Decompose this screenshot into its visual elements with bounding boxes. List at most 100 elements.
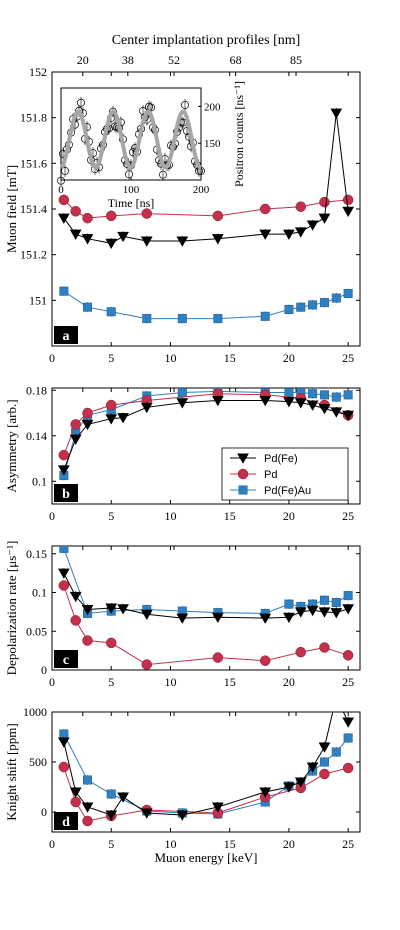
x-tick-label: 20 [283,351,295,365]
x-tick-label: 5 [108,675,114,689]
panel-letter: b [62,487,70,502]
x-tick-label: 15 [224,837,236,851]
data-point [211,396,224,407]
panel-letter: d [62,815,70,830]
data-point [140,402,153,414]
inset-plot: 0 100 200 150 200 Time [ns] Positron counts [n… [57,81,246,210]
x-tick-label: 0 [49,837,55,851]
inset-point [147,103,155,112]
x-tick-label: 10 [164,837,176,851]
data-point [295,201,307,212]
data-point [69,787,82,798]
panel-a-muon-field: 0 5 10 15 20 25 151 151.2 151.4 151.6 151.8 152 Muon… [4,65,361,365]
data-point [343,390,353,400]
data-point [342,650,354,661]
data-point [69,229,82,240]
y-tick-label: 0.05 [26,624,47,638]
x-tick-label: 5 [108,837,114,851]
y-axis-label: Knight shift [ppm] [4,723,19,821]
panel-badge [54,326,78,344]
data-point [117,231,129,243]
data-point [318,607,331,618]
y-tick-label: 0.1 [32,474,47,488]
data-point [283,612,295,624]
data-point [331,693,341,702]
y-axis-label: Asymmetry [arb.] [4,399,19,492]
data-point [69,434,82,445]
inset-y-label: Positron counts [ns⁻¹] [232,81,246,187]
data-point [342,717,355,728]
data-point [284,599,294,609]
data-point [140,236,153,247]
data-point [105,414,118,425]
data-point [318,213,331,224]
data-point [342,604,355,615]
x-axis-label: Muon energy [keV] [154,850,257,865]
legend-marker [238,485,248,495]
y-tick-label: 500 [29,755,47,769]
data-point [57,213,70,224]
data-point [81,419,94,431]
data-point [58,194,70,206]
data-point [294,227,307,238]
inset-x-label: Time [ns] [108,196,155,210]
y-tick-label: 0.15 [26,547,47,561]
data-point [83,775,93,785]
data-point [330,407,343,418]
data-point [308,300,318,310]
data-point [318,403,331,415]
data-point [117,413,129,424]
inset-x-tick-label: 200 [193,184,210,196]
data-point [318,742,331,753]
data-point [331,293,341,303]
data-point [140,609,153,620]
data-point [212,210,224,222]
top-axis-title: Center implantation profiles [nm] [112,33,301,48]
data-point [211,612,224,624]
x-tick-label: 0 [49,509,55,523]
y-tick-label: 0 [41,663,47,677]
inset-point [61,167,69,175]
series-line [63,585,349,666]
data-point [342,762,354,774]
data-point [331,747,341,757]
data-point [259,787,272,798]
data-point [213,314,223,324]
data-point [284,304,294,314]
data-point [58,449,70,461]
legend: Pd(Fe) Pd Pd(Fe)Au [221,447,349,501]
data-point [105,238,118,250]
data-point [81,605,94,616]
legend-label: Pd [264,469,277,481]
x-tick-label: 10 [164,351,176,365]
inset-point [181,100,189,109]
x-tick-label: 0 [49,675,55,689]
data-point [141,659,153,670]
x-tick-label: 15 [224,351,236,365]
panel-letter: c [63,653,69,668]
data-point [105,399,117,411]
data-point [319,757,329,767]
x-tick-label: 25 [342,675,354,689]
x-tick-label: 0 [49,351,55,365]
data-point [294,777,307,788]
y-tick-label: 1000 [23,705,47,719]
data-point [177,314,187,324]
x-tick-label: 20 [283,675,295,689]
data-point [82,212,93,224]
x-tick-label: 15 [224,675,236,689]
top-tick-label: 20 [77,53,89,67]
data-point [58,580,70,591]
top-tick-label: 85 [290,53,302,67]
data-point [283,229,295,240]
top-tick-label: 68 [230,53,242,67]
data-point [117,604,129,615]
data-point [211,802,224,813]
data-point [319,595,329,605]
data-point [319,390,329,400]
data-point [69,591,82,603]
data-point [70,206,81,217]
data-point [319,298,329,308]
data-point [57,465,70,476]
